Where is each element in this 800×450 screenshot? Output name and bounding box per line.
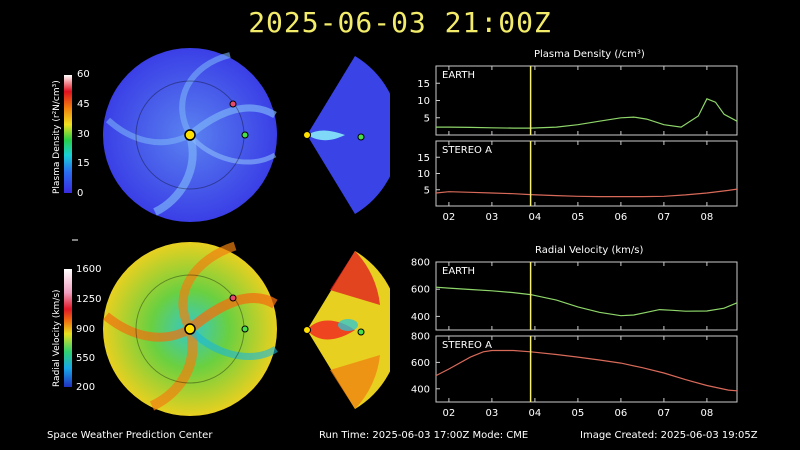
velocity-stereo-frame — [435, 335, 738, 403]
density-meridional-wedge — [303, 56, 390, 214]
footer-image-created: Image Created: 2025-06-03 19:05Z — [580, 430, 758, 441]
x-tick-label: 05 — [572, 408, 585, 419]
sun-icon — [184, 323, 196, 335]
x-tick-label: 06 — [615, 212, 628, 223]
velocity-stereo-series-line — [435, 349, 738, 392]
velocity-earth-ytick-label: 600 — [411, 285, 430, 296]
stereo-a-icon — [229, 100, 237, 108]
density-tick: 60 — [77, 69, 90, 80]
density-stereo-ytick-label: 5 — [424, 185, 430, 196]
velocity-stereo-ytick-label: 600 — [411, 358, 430, 369]
density-stereo-ytick-label: 15 — [417, 153, 430, 164]
x-tick-label: 02 — [443, 212, 456, 223]
density-panel-title: Plasma Density (/cm³) — [534, 49, 645, 60]
footer-run-time: Run Time: 2025-06-03 17:00Z Mode: CME — [319, 430, 529, 441]
velocity-stereo-ytick-label: 400 — [411, 384, 430, 395]
x-tick-label: 06 — [615, 408, 628, 419]
density-tick: 15 — [77, 158, 90, 169]
density-colorbar — [64, 75, 72, 193]
velocity-earth-ytick-label: 400 — [411, 312, 430, 323]
x-tick-label: 07 — [658, 212, 671, 223]
density-earth-label: EARTH — [442, 70, 475, 81]
earth-icon — [357, 328, 365, 336]
density-tick: 45 — [77, 99, 90, 110]
velocity-earth-series-line — [435, 286, 738, 317]
sun-icon — [303, 131, 311, 139]
velocity-tick: 1250 — [76, 294, 102, 305]
velocity-earth-frame — [435, 261, 738, 331]
velocity-stereo-label: STEREO A — [442, 340, 492, 351]
earth-icon — [357, 133, 365, 141]
density-earth-ytick-label: 5 — [424, 113, 430, 124]
x-tick-label: 03 — [486, 212, 499, 223]
sun-icon — [303, 326, 311, 334]
velocity-tick: 900 — [76, 324, 96, 335]
velocity-tick: 200 — [76, 382, 96, 393]
x-tick-label: 08 — [701, 408, 714, 419]
x-tick-label: 08 — [701, 212, 714, 223]
x-tick-label: 03 — [486, 408, 499, 419]
density-tick: 0 — [77, 188, 84, 199]
velocity-panel-title: Radial Velocity (km/s) — [535, 245, 644, 256]
velocity-tick: 1600 — [76, 264, 102, 275]
x-tick-label: 04 — [529, 212, 542, 223]
velocity-meridional-wedge — [303, 251, 390, 409]
density-tick: 30 — [77, 129, 90, 140]
sun-icon — [184, 129, 196, 141]
x-tick-label: 02 — [443, 408, 456, 419]
density-stereo-series-line — [435, 188, 738, 198]
velocity-colorbar — [64, 269, 72, 387]
density-stereo-ytick-label: 10 — [417, 169, 430, 180]
density-earth-ytick-label: 15 — [417, 79, 430, 90]
colorbars — [64, 75, 78, 387]
density-stereo-label: STEREO A — [442, 145, 492, 156]
velocity-ecliptic-disk — [103, 241, 278, 416]
x-tick-label: 05 — [572, 212, 585, 223]
x-tick-label: 07 — [658, 408, 671, 419]
earth-icon — [241, 325, 249, 333]
velocity-earth-label: EARTH — [442, 266, 475, 277]
earth-icon — [241, 131, 249, 139]
velocity-tick: 550 — [76, 353, 96, 364]
x-tick-label: 04 — [529, 408, 542, 419]
footer-organization: Space Weather Prediction Center — [47, 430, 213, 441]
velocity-earth-ytick-label: 800 — [411, 258, 430, 269]
velocity-stereo-ytick-label: 800 — [411, 332, 430, 343]
density-ecliptic-disk — [103, 48, 277, 222]
density-earth-ytick-label: 10 — [417, 96, 430, 107]
density-earth-series-line — [436, 98, 738, 129]
stereo-a-icon — [229, 294, 237, 302]
density-earth-frame — [435, 65, 738, 136]
timestamp-title: 2025-06-03 21:00Z — [248, 6, 552, 39]
